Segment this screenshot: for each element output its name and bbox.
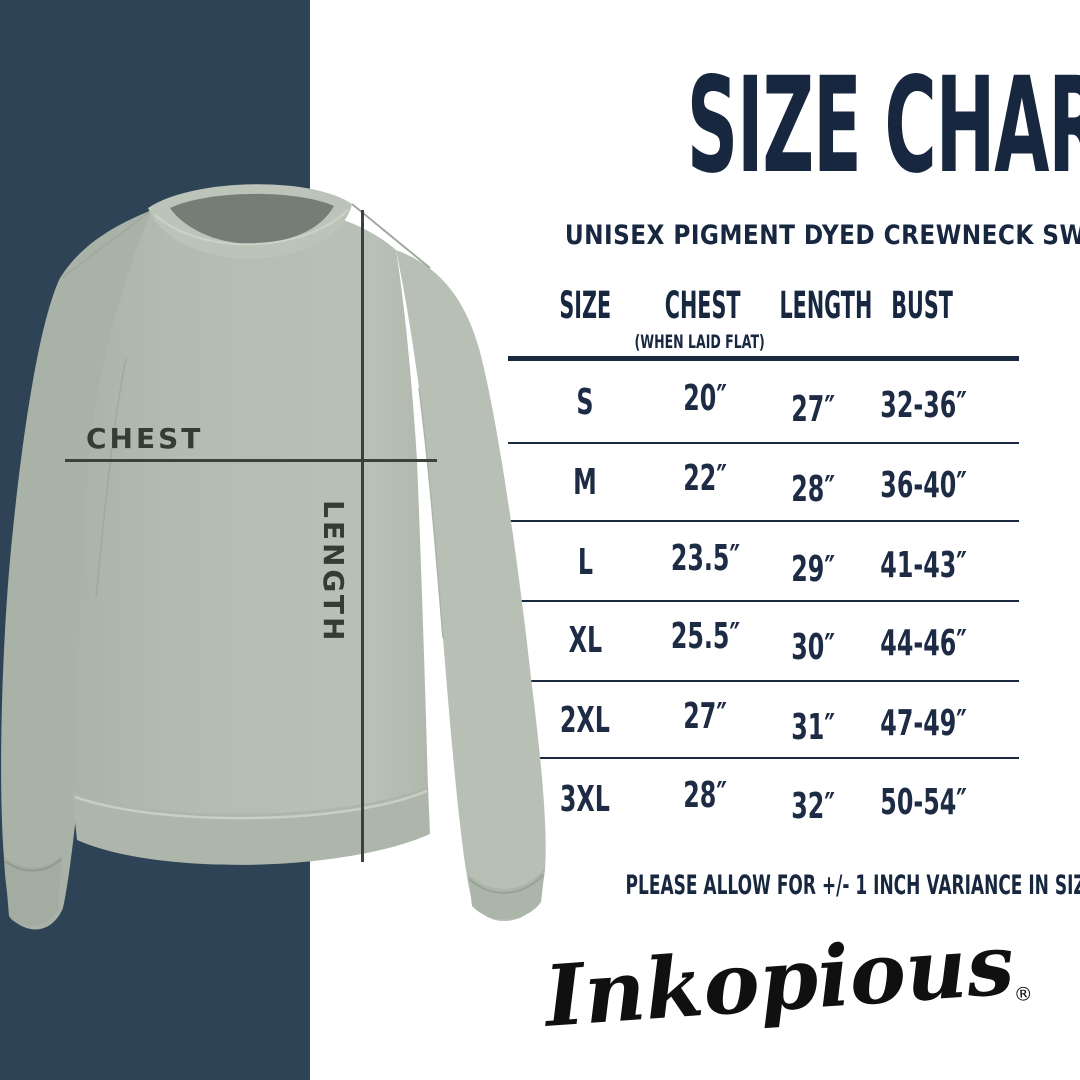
cell-length: 27″ — [791, 389, 835, 430]
cell-size: S — [576, 382, 594, 423]
page-title: SIZE CHART — [491, 60, 1080, 192]
table-header-rule — [508, 356, 1019, 361]
chest-measure-line — [65, 459, 437, 462]
sweatshirt-illustration — [1, 184, 546, 930]
right-shoulder-seam — [351, 203, 431, 269]
right-sleeve — [396, 250, 546, 922]
page-title-text: SIZE CHART — [686, 49, 1080, 203]
length-measure-line — [361, 210, 364, 862]
cell-chest: 27″ — [683, 696, 727, 737]
page-subtitle-text: UNISEX PIGMENT DYED CREWNECK SWEATSHIRT — [564, 220, 1080, 251]
hem-seam — [74, 789, 428, 820]
cell-bust: 44-46″ — [880, 623, 967, 664]
table-row: 2XL 27″ 31″ 47-49″ — [0, 699, 1080, 746]
left-cuff-seam — [4, 858, 62, 872]
chest-subnote: (WHEN LAID FLAT) — [634, 331, 766, 353]
neck-opening — [170, 193, 334, 244]
cell-length: 30″ — [791, 627, 835, 668]
table-row-divider — [508, 757, 1019, 759]
cell-size: 3XL — [560, 779, 610, 820]
cell-bust: 50-54″ — [880, 782, 967, 823]
table-row-divider — [508, 600, 1019, 602]
cell-length: 32″ — [791, 786, 835, 827]
table-row-divider — [508, 442, 1019, 444]
table-row-divider — [508, 680, 1019, 682]
table-row: 3XL 28″ 32″ 50-54″ — [0, 778, 1080, 825]
cell-length: 29″ — [791, 549, 835, 590]
cell-size: 2XL — [560, 700, 610, 741]
cell-length: 28″ — [791, 469, 835, 510]
right-cuff-seam — [468, 874, 544, 894]
cell-length: 31″ — [791, 707, 835, 748]
length-measure-label: LENGTH — [317, 500, 350, 644]
table-row: XL 25.5″ 30″ 44-46″ — [0, 619, 1080, 666]
hem-band — [72, 786, 430, 865]
cell-size: M — [573, 462, 597, 503]
cell-bust: 36-40″ — [880, 465, 967, 506]
column-header-chest: CHEST — [664, 284, 741, 327]
column-header-bust: BUST — [891, 284, 953, 327]
left-cuff — [4, 854, 62, 926]
table-row: M 22″ 28″ 36-40″ — [0, 461, 1080, 508]
registered-trademark-icon: ® — [1013, 982, 1034, 1007]
cell-chest: 22″ — [683, 458, 727, 499]
left-shoulder-seam — [61, 209, 153, 279]
chest-measure-label: CHEST — [86, 422, 204, 455]
left-sleeve-seam — [95, 357, 127, 599]
table-row-divider — [508, 520, 1019, 522]
cell-bust: 32-36″ — [880, 385, 967, 426]
cell-bust: 47-49″ — [880, 703, 967, 744]
cell-chest: 20″ — [683, 378, 727, 419]
cell-bust: 41-43″ — [880, 545, 967, 586]
column-header-length: LENGTH — [779, 284, 873, 327]
page-subtitle: UNISEX PIGMENT DYED CREWNECK SWEATSHIRT — [512, 220, 1080, 251]
right-sleeve-seam — [418, 387, 444, 639]
table-row: S 20″ 27″ 32-36″ — [0, 381, 1080, 428]
cell-size: XL — [568, 620, 602, 661]
body — [72, 200, 428, 815]
collar-seam — [153, 209, 349, 246]
cell-size: L — [577, 542, 593, 583]
column-header-size: SIZE — [559, 284, 611, 327]
cell-chest: 25.5″ — [670, 616, 740, 657]
cell-chest: 23.5″ — [670, 538, 740, 579]
right-cuff — [468, 868, 545, 920]
cell-chest: 28″ — [683, 775, 727, 816]
size-variance-note: PLEASE ALLOW FOR +/- 1 INCH VARIANCE IN … — [625, 870, 1080, 901]
table-row: L 23.5″ 29″ 41-43″ — [0, 541, 1080, 588]
